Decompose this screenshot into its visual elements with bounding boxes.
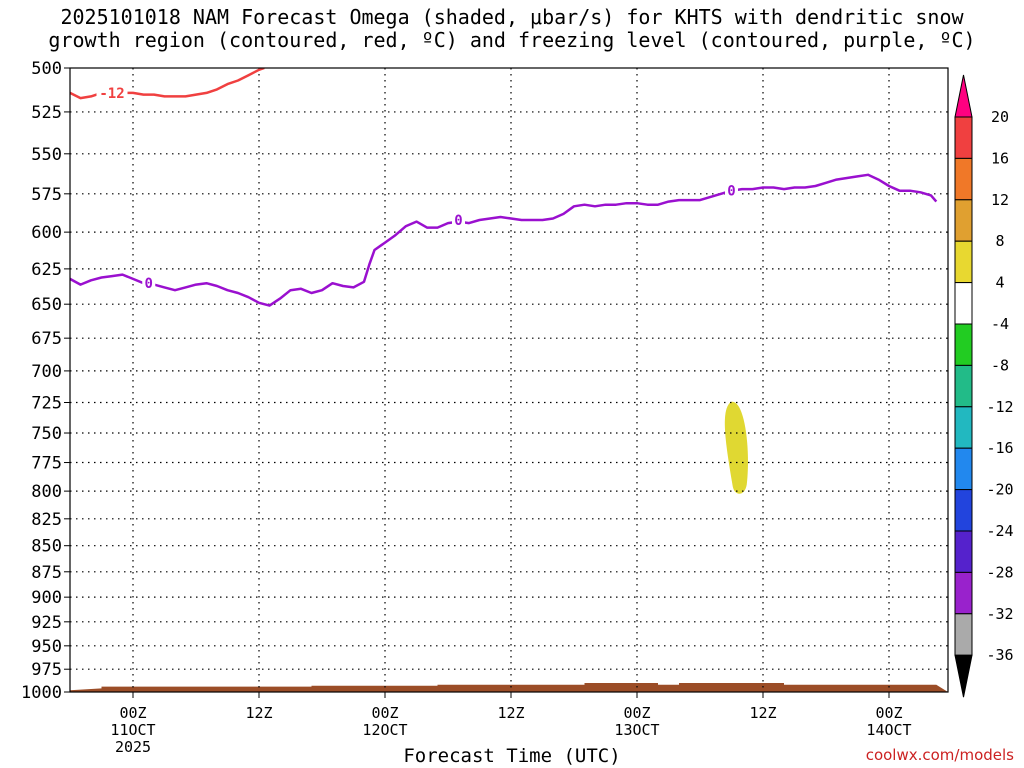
y-tick-label-850: 850 xyxy=(31,537,62,557)
colorbar-segment-6 xyxy=(954,323,973,366)
colorbar-segment-9 xyxy=(954,447,973,491)
y-tick-label-725: 725 xyxy=(31,393,62,413)
x-tick-date-2: 12OCT xyxy=(362,721,407,739)
colorbar-label-9: -20 xyxy=(986,481,1013,499)
colorbar-top-arrow xyxy=(954,74,973,118)
x-tick-label-5: 12Z xyxy=(749,704,776,722)
plot-frame xyxy=(69,67,949,693)
colorbar-segment-5 xyxy=(954,282,973,325)
freezing-level-contour-label-2: 0 xyxy=(727,184,735,200)
y-tick-label-975: 975 xyxy=(31,660,62,680)
colorbar-segment-10 xyxy=(954,489,973,532)
colorbar-label-3: 8 xyxy=(995,232,1004,250)
colorbar-segment-4 xyxy=(954,240,973,284)
freezing-level-contour-label-bg-1 xyxy=(452,212,465,229)
y-tick-label-1000: 1000 xyxy=(21,683,62,703)
y-tick-label-650: 650 xyxy=(31,295,62,315)
x-tick-date-0: 11OCT xyxy=(110,721,155,739)
x-tick-label-0: 00Z xyxy=(119,704,146,722)
freezing-level-contour-label-bg-0 xyxy=(142,275,156,292)
y-tick-label-575: 575 xyxy=(31,185,62,205)
x-tick-label-4: 00Z xyxy=(623,704,650,722)
colorbar-segment-12 xyxy=(954,571,973,615)
freezing-level-contour-label-0: 0 xyxy=(145,276,153,292)
y-tick-label-950: 950 xyxy=(31,637,62,657)
colorbar-label-13: -36 xyxy=(986,646,1013,664)
y-tick-label-550: 550 xyxy=(31,145,62,165)
colorbar-bottom-arrow xyxy=(954,654,973,698)
colorbar-label-11: -28 xyxy=(986,563,1013,581)
omega-shade-0 xyxy=(724,401,748,494)
y-tick-label-825: 825 xyxy=(31,510,62,530)
x-axis-title: Forecast Time (UTC) xyxy=(403,745,621,767)
colorbar-label-7: -12 xyxy=(986,398,1013,416)
x-tick-label-3: 12Z xyxy=(497,704,524,722)
y-tick-label-625: 625 xyxy=(31,260,62,280)
x-tick-label-1: 12Z xyxy=(245,704,272,722)
title-line-1: 2025101018 NAM Forecast Omega (shaded, μ… xyxy=(60,5,964,29)
freezing-level-contour-line xyxy=(70,173,938,307)
terrain-fill xyxy=(70,683,948,692)
colorbar-label-8: -16 xyxy=(986,439,1013,457)
y-tick-label-750: 750 xyxy=(31,424,62,444)
y-tick-label-675: 675 xyxy=(31,329,62,349)
colorbar-label-2: 12 xyxy=(991,191,1009,209)
site-credit: coolwx.com/models xyxy=(865,746,1014,764)
colorbar-segment-3 xyxy=(954,199,973,242)
y-tick-label-700: 700 xyxy=(31,362,62,382)
y-tick-label-800: 800 xyxy=(31,482,62,502)
colorbar-segment-2 xyxy=(954,157,973,201)
colorbar-segment-7 xyxy=(954,364,973,408)
colorbar-label-1: 16 xyxy=(991,149,1009,167)
dgz-contour-label-0: -12 xyxy=(99,86,124,102)
y-tick-label-900: 900 xyxy=(31,588,62,608)
colorbar-segment-13 xyxy=(954,613,973,656)
colorbar-label-0: 20 xyxy=(991,108,1009,126)
colorbar-label-4: 4 xyxy=(995,274,1004,292)
colorbar-label-12: -32 xyxy=(986,605,1013,623)
x-tick-label-6: 00Z xyxy=(875,704,902,722)
x-tick-date-4: 13OCT xyxy=(614,721,659,739)
freezing-level-contour-label-bg-2 xyxy=(725,182,738,199)
x-tick-label-2: 00Z xyxy=(371,704,398,722)
x-tick-year-0: 2025 xyxy=(115,738,151,756)
x-tick-date-6: 14OCT xyxy=(866,721,911,739)
freezing-level-contour-label-1: 0 xyxy=(454,213,462,229)
colorbar-segment-8 xyxy=(954,406,973,449)
y-tick-label-500: 500 xyxy=(31,59,62,79)
y-tick-label-925: 925 xyxy=(31,613,62,633)
y-tick-label-775: 775 xyxy=(31,454,62,474)
chart-title: 2025101018 NAM Forecast Omega (shaded, μ… xyxy=(0,6,1024,52)
colorbar-label-10: -24 xyxy=(986,522,1013,540)
title-line-2: growth region (contoured, red, ºC) and f… xyxy=(48,28,976,52)
dgz-contour-label-bg-0 xyxy=(96,84,128,101)
y-tick-label-875: 875 xyxy=(31,563,62,583)
colorbar-label-6: -8 xyxy=(991,356,1009,374)
y-tick-label-600: 600 xyxy=(31,223,62,243)
colorbar-label-5: -4 xyxy=(991,315,1009,333)
y-tick-label-525: 525 xyxy=(31,103,62,123)
colorbar-segment-11 xyxy=(954,530,973,573)
colorbar-segment-1 xyxy=(954,116,973,159)
